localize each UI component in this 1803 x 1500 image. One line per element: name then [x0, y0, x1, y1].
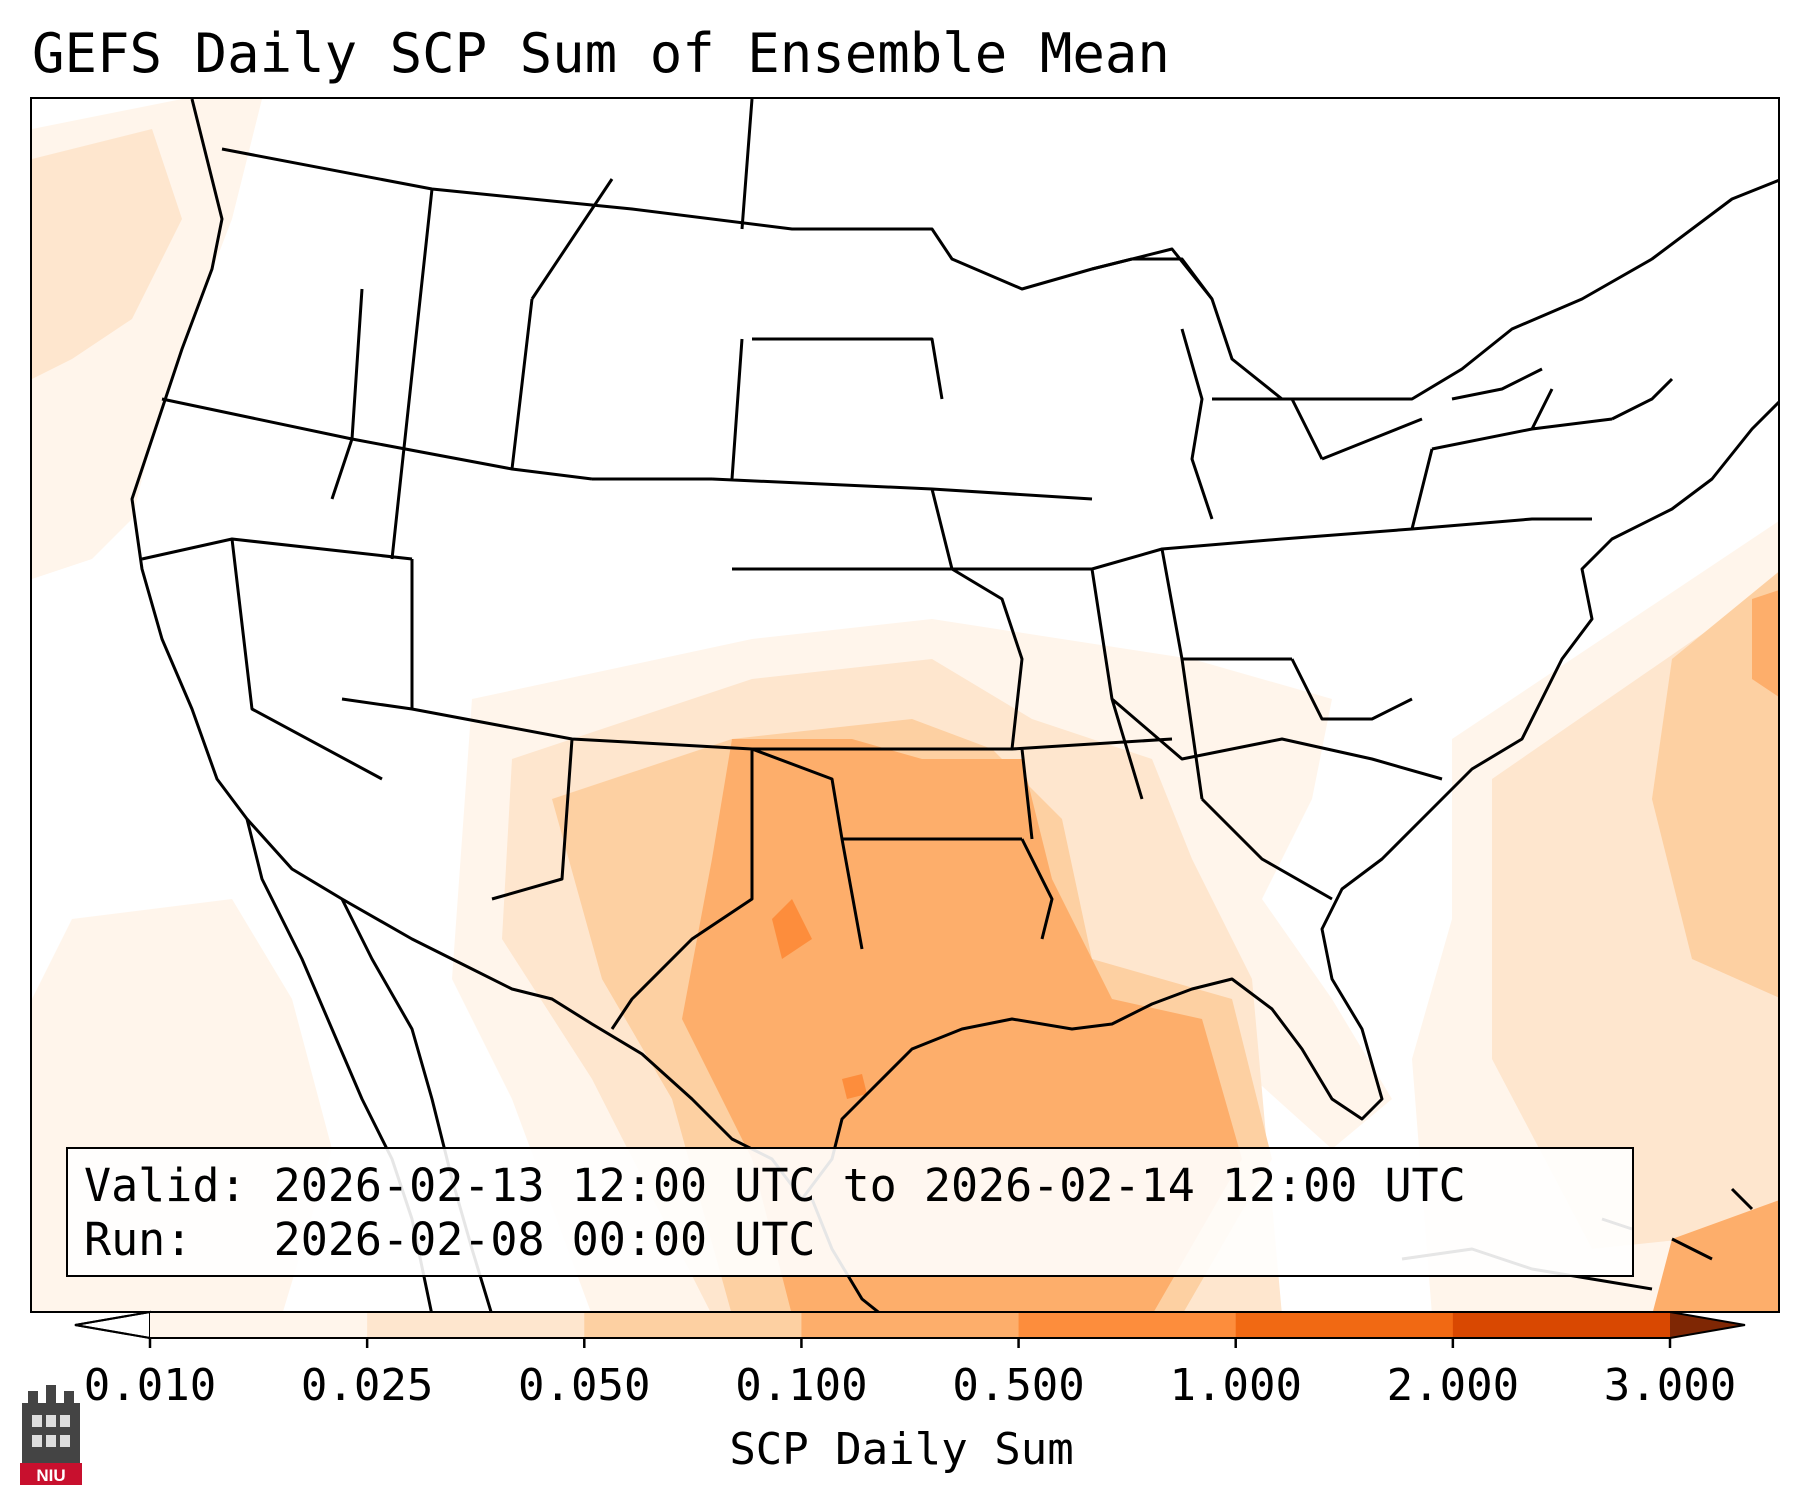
colorbar-extend-high: [1670, 1312, 1745, 1338]
colorbar-tick-label: 3.000: [1603, 1360, 1737, 1411]
colorbar-tick-label: 0.010: [83, 1360, 217, 1411]
map-panel: [30, 97, 1780, 1313]
scp-shading: [32, 99, 1778, 1311]
colorbar-segment: [367, 1312, 585, 1338]
colorbar-tick-label: 0.050: [518, 1360, 651, 1411]
run-value: 2026-02-08 00:00 UTC: [273, 1213, 816, 1266]
valid-value: 2026-02-13 12:00 UTC to 2026-02-14 12:00…: [273, 1159, 1466, 1212]
shading-region: [1653, 1200, 1778, 1311]
shading-region: [842, 1074, 867, 1099]
colorbar-tick-label: 0.025: [300, 1360, 434, 1411]
map-title: GEFS Daily SCP Sum of Ensemble Mean: [32, 22, 1170, 85]
colorbar-segment: [801, 1312, 1020, 1338]
colorbar-extend-low: [74, 1310, 151, 1340]
svg-text:NIU: NIU: [36, 1466, 65, 1485]
colorbar-tick-label: 0.100: [735, 1360, 868, 1411]
map-canvas: [32, 99, 1778, 1311]
colorbar-label: SCP Daily Sum: [729, 1424, 1074, 1475]
colorbar: [74, 1310, 1746, 1348]
colorbar-segment: [150, 1312, 368, 1338]
colorbar-tick-label: 0.500: [952, 1360, 1085, 1411]
us-coastline: [130, 99, 1778, 1201]
shading-region: [1652, 572, 1778, 998]
colorbar-segment: [1235, 1312, 1454, 1338]
great-lakes: [1091, 257, 1543, 520]
niu-logo: NIU: [20, 1385, 82, 1489]
colorbar-tick-label: 1.000: [1169, 1360, 1302, 1411]
shading-region: [772, 899, 812, 959]
shading-region: [32, 129, 182, 379]
valid-run-box: Valid: 2026-02-13 12:00 UTC to 2026-02-1…: [66, 1147, 1634, 1277]
valid-label: Valid:: [84, 1159, 247, 1212]
colorbar-tick-label: 2.000: [1386, 1360, 1520, 1411]
run-label: Run:: [84, 1213, 193, 1266]
shading-region: [1752, 590, 1778, 697]
colorbar-segment: [584, 1312, 802, 1338]
colorbar-segment: [1452, 1312, 1671, 1338]
canada-border: [221, 147, 1778, 401]
colorbar-segment: [1018, 1312, 1237, 1338]
